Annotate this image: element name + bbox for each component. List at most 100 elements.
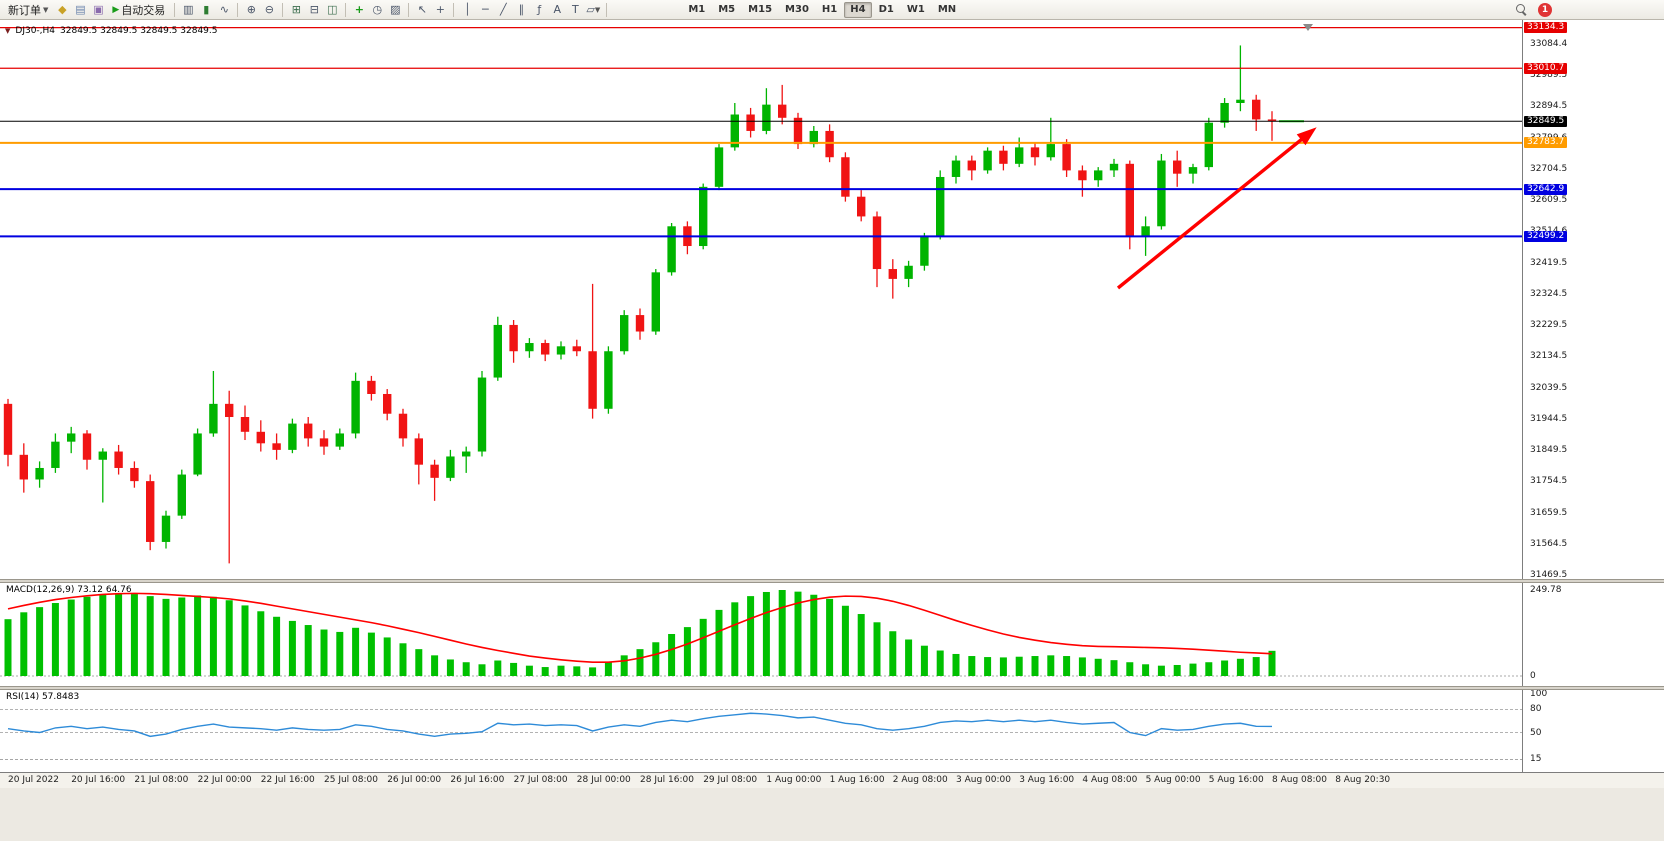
timeframe-button-m15[interactable]: M15 (748, 3, 773, 15)
price-axis-label: 31564.5 (1530, 538, 1568, 549)
candle (999, 150, 1008, 164)
market-watch-icon[interactable]: ▤ (75, 3, 86, 16)
macd-histogram-bar (1189, 663, 1197, 676)
cursor-icon[interactable]: ↖ (417, 3, 427, 16)
zoom-in-icon[interactable]: ⊕ (246, 3, 256, 16)
chart-shift-marker-icon[interactable] (1303, 24, 1313, 31)
text-tool-icon[interactable]: A (553, 3, 562, 16)
autotrade-button[interactable]: ▶ 自动交易 (108, 1, 169, 19)
trendline-icon[interactable]: ╱ (500, 3, 507, 16)
candle (1236, 99, 1245, 103)
time-axis-label: 1 Aug 00:00 (766, 775, 822, 785)
candle (351, 380, 360, 434)
macd-histogram-bar (162, 598, 170, 676)
timeframe-button-m1[interactable]: M1 (688, 3, 706, 15)
candle (367, 380, 376, 394)
notification-badge[interactable]: 1 (1538, 3, 1552, 17)
candle (146, 481, 155, 542)
timeframe-button-d1[interactable]: D1 (878, 3, 894, 15)
toolbar-separator (345, 2, 347, 17)
candle (209, 403, 218, 434)
timeframe-button-m5[interactable]: M5 (718, 3, 736, 15)
channel-icon[interactable]: ∥ (518, 3, 525, 16)
candle (1204, 122, 1213, 168)
price-tag: 33010.7 (1524, 62, 1568, 74)
price-axis[interactable]: 33084.432989.532894.532799.632704.532609… (1522, 20, 1664, 772)
timeframe-button-w1[interactable]: W1 (906, 3, 925, 15)
window-bottom-area (0, 788, 1664, 841)
macd-histogram-bar (747, 596, 755, 676)
rsi-line (7, 712, 1273, 738)
macd-histogram-bar (1126, 662, 1134, 676)
zoom-out-icon[interactable]: ⊖ (264, 3, 274, 16)
toolbar-separator (606, 2, 608, 17)
templates-icon[interactable]: ▨ (390, 3, 401, 16)
search-icon[interactable] (1516, 4, 1528, 16)
macd-histogram-bar (225, 600, 233, 676)
tile-windows-icon[interactable]: ⊞ (291, 3, 301, 16)
timeframe-button-h4[interactable]: H4 (844, 1, 872, 18)
timeframe-button-h1[interactable]: H1 (821, 3, 838, 15)
price-axis-label: 31849.5 (1530, 445, 1568, 456)
timeframe-button-m30[interactable]: M30 (785, 3, 809, 15)
cascade-windows-icon[interactable]: ⊟ (309, 3, 319, 16)
label-tool-icon[interactable]: T (571, 3, 579, 16)
candle (1267, 119, 1277, 122)
rsi-indicator-label: RSI(14) 57.8483 (6, 692, 80, 702)
chevron-down-icon: ▼ (43, 5, 49, 14)
macd-indicator-panel[interactable] (0, 583, 1522, 686)
macd-histogram-bar (320, 629, 328, 676)
candle (1109, 163, 1119, 171)
timeframe-group: M1 M5 M15 M30 H1 H4 D1 W1 MN (682, 1, 962, 18)
macd-histogram-bar (525, 665, 533, 676)
candle (604, 351, 613, 409)
rsi-indicator-panel[interactable] (0, 690, 1522, 772)
time-axis-label: 8 Aug 20:30 (1335, 775, 1391, 785)
macd-histogram-bar (557, 665, 565, 676)
chart-title-bar: ▼ DJ30-,H4 32849.5 32849.5 32849.5 32849… (5, 26, 217, 36)
bar-chart-icon[interactable]: ▥ (183, 3, 194, 16)
charts-profile-icon[interactable]: ◆ (58, 3, 67, 16)
candle (288, 423, 297, 450)
vertical-line-icon[interactable]: │ (464, 3, 471, 16)
macd-histogram-bar (573, 666, 581, 676)
panel-splitter[interactable] (0, 579, 1664, 583)
shapes-tool-icon[interactable]: ▱ ▼ (586, 3, 601, 16)
macd-histogram-bar (1015, 656, 1023, 676)
candlestick-chart-icon[interactable]: ▮ (203, 3, 210, 16)
periods-clock-icon[interactable]: ◷ (372, 3, 383, 16)
candle (430, 464, 439, 478)
macd-histogram-bar (462, 662, 470, 676)
time-axis[interactable]: 20 Jul 2022 20 Jul 16:00 21 Jul 08:00 22 Ju… (0, 772, 1664, 788)
macd-histogram-bar (367, 632, 375, 676)
macd-histogram-bar (936, 650, 944, 676)
arrange-windows-icon[interactable]: ◫ (327, 3, 338, 16)
candle (383, 393, 392, 414)
new-order-button[interactable]: 新订单 ▼ (4, 1, 52, 19)
candle (825, 130, 834, 158)
crosshair-icon[interactable]: + (435, 3, 445, 16)
macd-histogram-bar (178, 597, 186, 676)
price-axis-label: 32609.5 (1530, 195, 1568, 206)
toolbar-separator (408, 2, 410, 17)
time-axis-label: 21 Jul 08:00 (134, 775, 189, 785)
trend-arrow-annotation[interactable] (1116, 129, 1314, 290)
price-axis-label: 31754.5 (1530, 476, 1568, 487)
candle (793, 117, 803, 145)
horizontal-line-icon[interactable]: ─ (482, 3, 489, 16)
panel-splitter[interactable] (0, 686, 1664, 690)
navigator-icon[interactable]: ▣ (93, 3, 104, 16)
line-chart-icon[interactable]: ∿ (219, 3, 229, 16)
indicators-icon[interactable]: + (354, 3, 364, 16)
candle (888, 269, 897, 279)
fibonacci-icon[interactable]: ƒ (537, 3, 542, 16)
timeframe-button-mn[interactable]: MN (937, 3, 957, 15)
macd-histogram-bar (1142, 664, 1150, 676)
macd-histogram-bar (952, 653, 960, 676)
main-price-chart[interactable] (0, 20, 1522, 579)
macd-histogram-bar (115, 593, 123, 676)
candle (778, 104, 787, 118)
price-tag: 32849.5 (1524, 115, 1568, 127)
candle (67, 433, 76, 442)
